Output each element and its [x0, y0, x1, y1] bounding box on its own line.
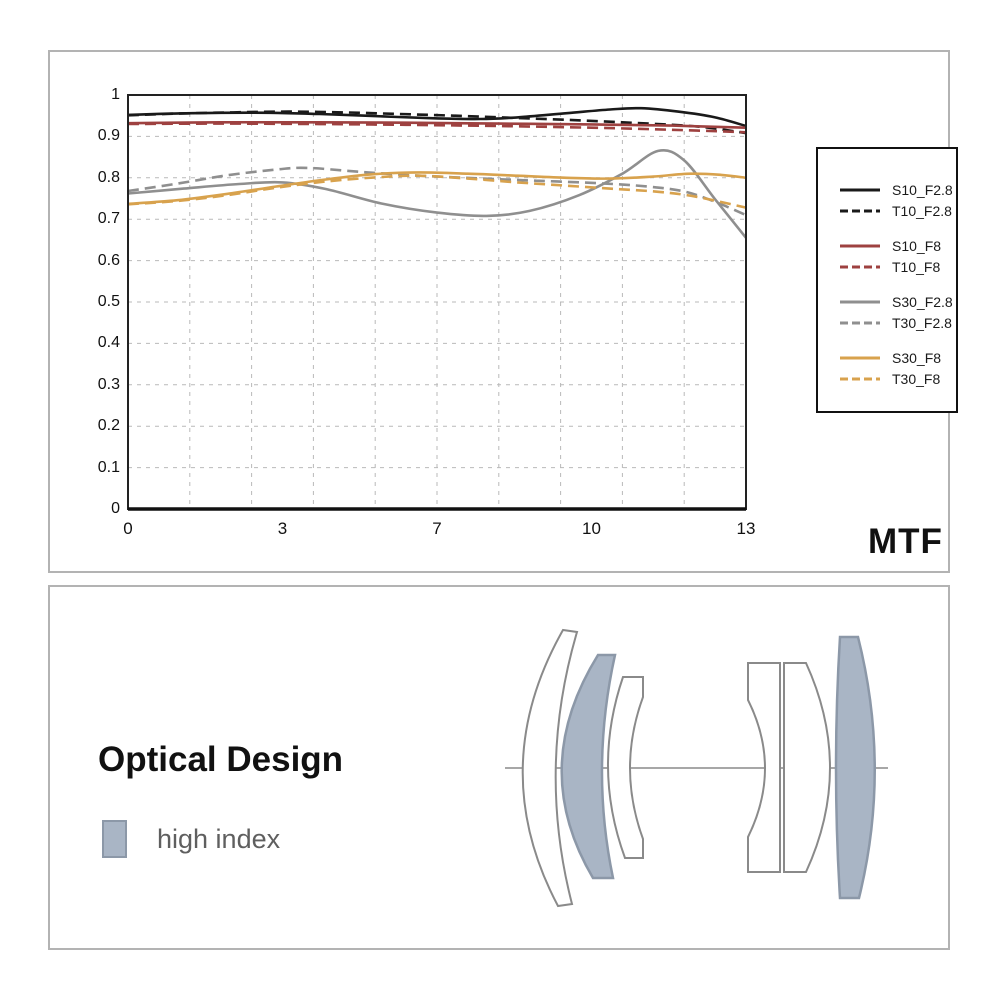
legend-label: T10_F2.8: [892, 202, 952, 219]
legend-line-T10_F2.8: [840, 209, 880, 212]
legend-line-S30_F8: [840, 356, 880, 359]
legend-label: S10_F2.8: [892, 181, 953, 198]
legend-line-S10_F8: [840, 244, 880, 247]
legend-label: S30_F8: [892, 349, 942, 366]
legend-line-S10_F2.8: [840, 188, 880, 191]
x-tick-10: 10: [582, 519, 601, 538]
legend-item-T10_F8: T10_F8: [818, 256, 956, 277]
y-tick-1: 1: [111, 86, 120, 103]
y-tick-0.5: 0.5: [97, 293, 120, 310]
legend-item-T30_F2.8: T30_F2.8: [818, 312, 956, 333]
mtf-plot: [127, 94, 748, 511]
chart-title: MTF: [868, 522, 943, 561]
y-tick-0.4: 0.4: [97, 334, 120, 352]
x-tick-3: 3: [277, 519, 288, 538]
y-tick-0.8: 0.8: [97, 168, 120, 186]
series-S30_F8: [127, 171, 747, 206]
legend-item-S30_F2.8: S30_F2.8: [818, 291, 956, 312]
series-T30_F8: [127, 174, 747, 209]
legend-label: T30_F2.8: [892, 314, 952, 331]
legend-item-S10_F8: S10_F8: [818, 235, 956, 256]
legend-label: S10_F8: [892, 237, 942, 254]
lens-element-2-high-index: [560, 653, 617, 880]
series-S30_F2.8: [127, 149, 748, 239]
series-T10_F8: [127, 122, 747, 134]
legend-label: S30_F2.8: [892, 293, 953, 310]
lens-element-5: [783, 662, 831, 873]
chart-legend: S10_F2.8 T10_F2.8 S10_F8 T10_F8 S30_F2.8 T30_…: [816, 147, 958, 413]
mtf-plot-area: [127, 94, 748, 511]
optical-design-title: Optical Design: [98, 740, 344, 779]
lens-element-4: [747, 662, 781, 873]
x-tick-0: 0: [123, 519, 133, 538]
legend-item-T10_F2.8: T10_F2.8: [818, 200, 956, 221]
high-index-legend: high index: [102, 820, 280, 858]
lens-diagram: [505, 628, 888, 908]
legend-item-S10_F2.8: S10_F2.8: [818, 179, 956, 200]
high-index-swatch: [102, 820, 127, 858]
lens-element-3: [607, 676, 644, 859]
y-tick-0.7: 0.7: [97, 210, 120, 228]
y-tick-0.6: 0.6: [97, 251, 120, 269]
lens-element-1: [521, 628, 579, 908]
legend-label: T30_F8: [892, 370, 941, 387]
legend-line-T30_F2.8: [840, 321, 880, 324]
legend-line-S30_F2.8: [840, 300, 880, 303]
legend-line-T10_F8: [840, 265, 880, 268]
legend-line-T30_F8: [840, 377, 880, 380]
y-tick-0.3: 0.3: [97, 375, 120, 393]
y-tick-0.1: 0.1: [97, 458, 120, 476]
x-tick-7: 7: [432, 519, 442, 538]
legend-item-T30_F8: T30_F8: [818, 368, 956, 389]
legend-item-S30_F8: S30_F8: [818, 347, 956, 368]
series-S10_F8: [127, 120, 747, 129]
y-tick-0: 0: [111, 500, 120, 517]
x-tick-13: 13: [736, 519, 756, 538]
lens-element-6-high-index: [834, 635, 876, 900]
y-tick-0.9: 0.9: [97, 127, 120, 145]
y-tick-0.2: 0.2: [97, 417, 120, 435]
legend-label: T10_F8: [892, 258, 941, 275]
high-index-label: high index: [157, 823, 281, 854]
